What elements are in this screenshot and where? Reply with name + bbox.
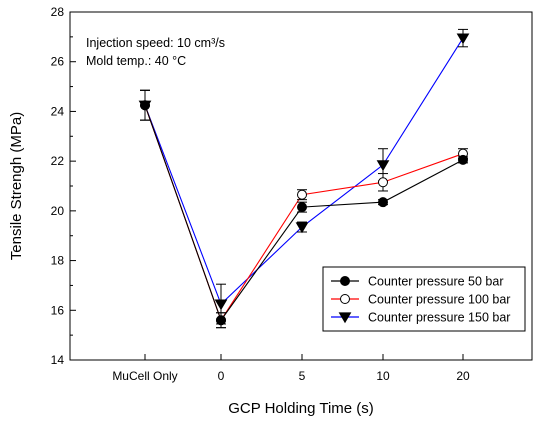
x-axis-title: GCP Holding Time (s) [228,400,374,417]
data-point [297,189,307,200]
data-point [378,177,388,188]
annotation-injection-speed: Injection speed: 10 cm³/s [86,36,225,50]
series-layer [138,28,470,329]
data-point [216,315,226,326]
legend-box [322,266,526,332]
x-tick-label: 0 [218,369,225,383]
y-tick-label: 16 [51,303,65,317]
annotation-mold-temp: Mold temp.: 40 °C [86,54,186,68]
y-tick-label: 22 [51,154,65,168]
y-tick-label: 26 [51,55,65,69]
x-tick-label: 20 [456,369,470,383]
data-point [295,222,309,234]
data-point [140,100,150,111]
x-tick-label: 10 [376,369,390,383]
y-tick-label: 14 [51,353,65,367]
data-point [456,33,470,45]
legend-entry-label: Counter pressure 150 bar [368,311,510,325]
series-1-markers [140,100,468,326]
axes: 14 16 18 20 22 24 26 28 MuCell Only 0 5 10 20 [51,5,533,383]
legend-marker [340,294,350,304]
legend-marker [340,276,350,286]
y-tick-label: 28 [51,5,65,19]
legend: Counter pressure 50 bar Counter pressure … [322,266,526,332]
y-tick-label: 24 [51,104,65,118]
y-axis-title: Tensile Strengh (MPa) [8,112,25,260]
y-tick-label: 18 [51,254,65,268]
x-tick-label: MuCell Only [112,369,177,383]
data-point [458,154,468,165]
x-tick-label: 5 [299,369,306,383]
y-tick-label: 20 [51,204,65,218]
legend-marker [338,312,352,324]
data-point [376,160,390,172]
legend-entry-label: Counter pressure 50 bar [368,275,504,289]
data-point [297,202,307,213]
data-point [378,197,388,208]
legend-entry-label: Counter pressure 100 bar [368,293,510,307]
annotation: Injection speed: 10 cm³/s Mold temp.: 40… [86,36,225,68]
data-point [214,299,228,311]
